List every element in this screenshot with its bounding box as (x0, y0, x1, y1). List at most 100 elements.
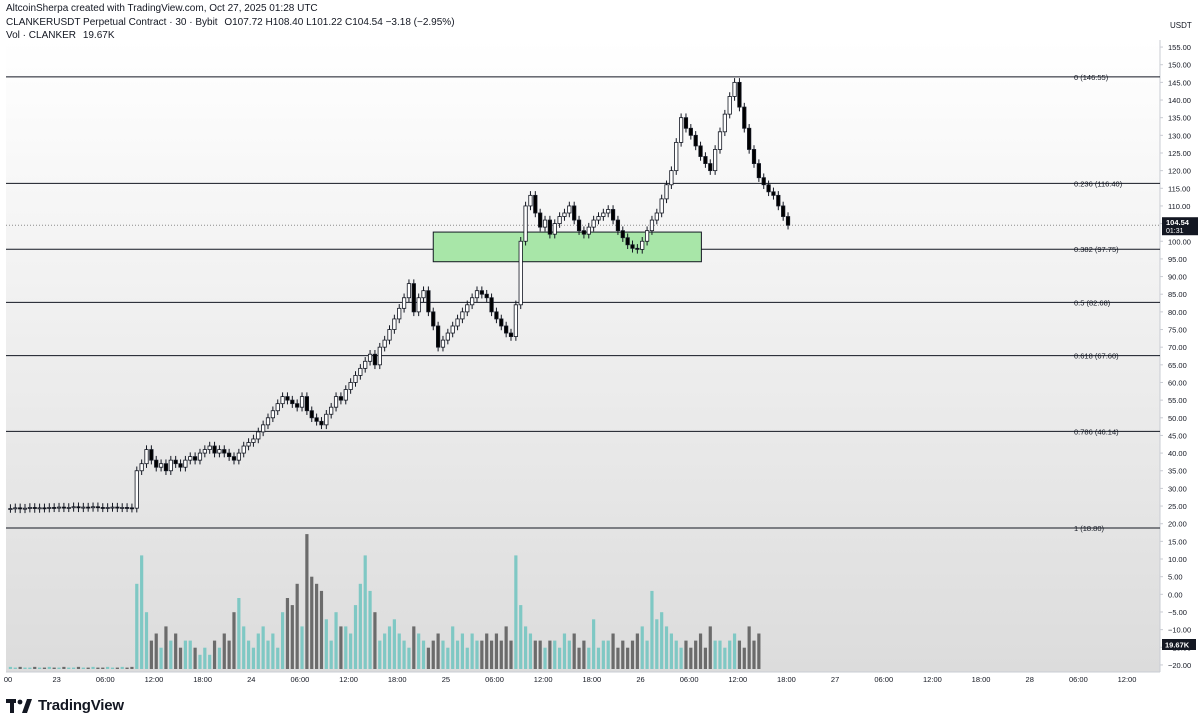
price-axis-panel (1161, 40, 1200, 672)
volume-bar (290, 605, 294, 669)
volume-bar (251, 647, 256, 669)
x-tick-label: 00 (4, 675, 12, 684)
candle-body (168, 459, 173, 472)
candle-body (761, 177, 766, 186)
candle-body (581, 230, 587, 235)
volume-bar (315, 583, 319, 669)
candle-body (708, 163, 713, 172)
fib-level-label: 0.382 (97.75) (1074, 245, 1119, 254)
x-tick-label: 23 (52, 675, 60, 684)
candle-body (732, 81, 737, 97)
candle-body (18, 507, 23, 510)
candle-body (154, 459, 159, 468)
volume-bar (358, 583, 362, 669)
volume-bar (664, 626, 669, 669)
volume-bar (37, 667, 42, 669)
volume-bar (455, 640, 460, 669)
candle-body (105, 507, 110, 509)
y-tick-label: 155.00 (1168, 43, 1191, 52)
candle-body (265, 417, 271, 426)
volume-bar (412, 626, 416, 669)
candle-body (183, 459, 188, 468)
volume-bar (276, 647, 280, 669)
last-price-value: 104.54 (1166, 218, 1190, 227)
candle-body (606, 209, 611, 214)
candle-body (644, 230, 650, 242)
candle-body (557, 216, 562, 224)
tradingview-logo[interactable]: TradingView (6, 697, 124, 714)
volume-bar (387, 626, 392, 669)
volume-bar (708, 626, 712, 669)
volume-bar (178, 647, 183, 669)
volume-bar (110, 667, 115, 669)
candle-body (401, 297, 407, 309)
candle-body (518, 240, 523, 306)
y-tick-label: 145.00 (1168, 78, 1191, 87)
volume-bar (18, 666, 22, 669)
candle-body (42, 507, 47, 510)
volume-bar (242, 626, 246, 669)
y-tick-label: 60.00 (1168, 378, 1187, 387)
volume-bar (135, 583, 139, 669)
volume-bar (446, 647, 450, 669)
x-tick-label: 06:00 (874, 675, 893, 684)
volume-bar (431, 640, 435, 669)
fib-level-label: 0.236 (116.40) (1074, 179, 1123, 188)
volume-bar (679, 647, 683, 669)
candle-body (261, 424, 266, 433)
candle-body (416, 297, 421, 313)
candle-body (76, 506, 81, 509)
volume-bar (115, 667, 119, 669)
volume-label: Vol · CLANKER (6, 30, 77, 41)
candle-body (56, 506, 62, 509)
candle-body (465, 304, 470, 313)
y-tick-label: −20.00 (1168, 661, 1191, 670)
volume-bar (96, 667, 100, 669)
volume-bar (621, 640, 625, 669)
candle-body (688, 127, 693, 136)
volume-bar (669, 633, 673, 669)
volume-bar (232, 612, 236, 669)
volume-bar (8, 666, 13, 669)
candle-body (756, 163, 761, 179)
volume-bar (52, 667, 56, 669)
volume-bar (319, 590, 324, 669)
volume-bar (106, 666, 110, 669)
candle-body (178, 463, 183, 468)
volume-bar (747, 626, 751, 669)
candle-body (542, 219, 548, 228)
volume-bar (373, 612, 377, 669)
volume-bar (237, 598, 241, 669)
x-tick-label: 12:00 (728, 675, 747, 684)
attribution-text: AltcoinSherpa created with TradingView.c… (6, 3, 318, 14)
fib-level-label: 0.5 (82.68) (1074, 298, 1111, 307)
volume-bar (713, 640, 717, 669)
volume-bar (305, 534, 309, 669)
candle-body (149, 449, 154, 461)
y-tick-label: 35.00 (1168, 467, 1187, 476)
volume-bar (164, 626, 168, 669)
candle-body (110, 506, 115, 509)
candle-body (450, 325, 455, 334)
candle-body (625, 237, 630, 246)
candle-body (562, 212, 567, 217)
volume-bar (732, 633, 737, 669)
symbol-title[interactable]: CLANKERUSDT Perpetual Contract · 30 · By… (6, 17, 218, 28)
y-tick-label: 140.00 (1168, 96, 1191, 105)
candle-body (737, 81, 742, 108)
y-tick-label: 110.00 (1168, 202, 1190, 211)
candle-body (508, 332, 514, 337)
y-tick-label: 75.00 (1168, 326, 1187, 335)
volume-value: 19.67K (82, 30, 115, 41)
volume-bar (528, 633, 533, 669)
candle-body (528, 194, 533, 207)
volume-bar (339, 626, 343, 669)
volume-bar (592, 619, 596, 669)
x-tick-label: 27 (831, 675, 839, 684)
candle-body (314, 417, 319, 422)
candle-body (329, 406, 334, 415)
volume-bar (140, 555, 144, 669)
y-tick-label: 120.00 (1168, 167, 1191, 176)
volume-bar (349, 633, 353, 669)
